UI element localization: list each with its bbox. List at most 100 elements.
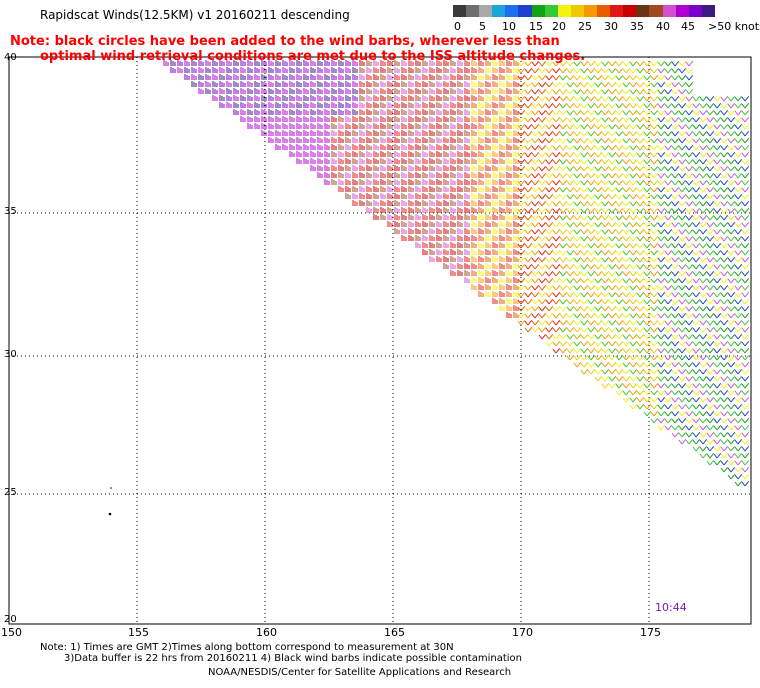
wind-barb: [650, 74, 659, 81]
wind-barb: [464, 158, 470, 164]
wind-barb: [727, 270, 736, 277]
wind-barb: [387, 130, 393, 136]
wind-barb: [615, 186, 624, 193]
wind-barb: [727, 144, 736, 151]
wind-barb: [566, 228, 575, 235]
wind-barb: [629, 60, 638, 67]
wind-barb: [247, 123, 253, 129]
wind-barb: [734, 228, 743, 235]
wind-barb: [615, 144, 624, 151]
wind-barb: [538, 200, 547, 207]
wind-barb: [401, 137, 407, 143]
wind-barb: [615, 312, 624, 319]
wind-barb: [741, 221, 750, 228]
wind-barb: [741, 305, 750, 312]
wind-barb: [478, 102, 484, 108]
wind-barb: [310, 88, 316, 94]
wind-barb: [657, 102, 666, 109]
wind-barb: [506, 221, 512, 227]
wind-barb: [608, 123, 617, 130]
wind-barb: [664, 158, 673, 165]
wind-barb: [524, 319, 533, 326]
wind-barb: [643, 165, 652, 172]
wind-barb: [734, 375, 743, 382]
wind-barb: [531, 67, 540, 74]
wind-barb: [573, 179, 582, 186]
wind-barb: [394, 130, 400, 136]
wind-barb: [450, 109, 456, 115]
wind-barb: [524, 214, 533, 221]
wind-barb: [524, 249, 533, 256]
wind-barb: [538, 333, 547, 340]
wind-barb: [678, 151, 687, 158]
wind-barb: [499, 137, 505, 143]
wind-barb: [531, 165, 540, 172]
wind-barb: [394, 74, 400, 80]
wind-barb: [741, 228, 750, 235]
wind-barb: [254, 60, 260, 66]
wind-barb: [650, 109, 659, 116]
wind-barb: [622, 242, 631, 249]
wind-barb: [317, 151, 323, 157]
colorbar-tick: 10: [502, 20, 516, 33]
wind-barb: [608, 242, 617, 249]
wind-barb: [415, 158, 421, 164]
wind-barb: [464, 214, 470, 220]
wind-barb: [657, 382, 666, 389]
wind-barb: [559, 277, 568, 284]
wind-barb: [457, 242, 463, 248]
wind-barb: [457, 228, 463, 234]
wind-barb: [615, 263, 624, 270]
wind-barb: [524, 81, 533, 88]
wind-barb: [517, 284, 526, 291]
footer-note-line1: Note: 1) Times are GMT 2)Times along bot…: [40, 642, 454, 653]
wind-barb: [741, 396, 750, 403]
wind-barb: [303, 60, 309, 66]
wind-barb: [699, 361, 708, 368]
wind-barb: [457, 81, 463, 87]
wind-barb: [671, 144, 680, 151]
wind-barb: [720, 305, 729, 312]
wind-barb: [324, 74, 330, 80]
wind-barb: [478, 95, 484, 101]
wind-barb: [685, 228, 694, 235]
wind-barb: [706, 165, 715, 172]
wind-barb: [450, 95, 456, 101]
wind-barb: [506, 200, 512, 206]
wind-barb: [499, 88, 505, 94]
wind-barb: [601, 340, 610, 347]
wind-barb: [566, 200, 575, 207]
wind-barb: [429, 151, 435, 157]
wind-barb: [573, 319, 582, 326]
wind-barb: [643, 74, 652, 81]
wind-barb: [545, 158, 554, 165]
wind-barb: [359, 179, 365, 185]
wind-barb: [734, 200, 743, 207]
wind-barb: [464, 242, 470, 248]
wind-barb: [310, 151, 316, 157]
wind-barb: [506, 116, 512, 122]
wind-barb: [678, 424, 687, 431]
wind-barb: [734, 333, 743, 340]
wind-barb: [545, 179, 554, 186]
wind-barb: [443, 263, 449, 269]
wind-barb: [471, 116, 477, 122]
wind-barb: [436, 144, 442, 150]
wind-barb: [615, 340, 624, 347]
wind-barb: [713, 116, 722, 123]
wind-barb: [699, 109, 708, 116]
wind-barb: [741, 473, 750, 480]
wind-barb: [247, 60, 253, 66]
wind-barb: [643, 249, 652, 256]
wind-barb: [601, 60, 610, 67]
wind-barb: [513, 102, 519, 108]
wind-barb: [727, 284, 736, 291]
wind-barb: [720, 347, 729, 354]
wind-barb: [580, 158, 589, 165]
wind-barb: [289, 67, 295, 73]
wind-barb: [380, 74, 386, 80]
wind-barb: [506, 249, 512, 255]
wind-barb: [513, 242, 519, 248]
wind-barb: [492, 88, 498, 94]
wind-barb: [422, 158, 428, 164]
